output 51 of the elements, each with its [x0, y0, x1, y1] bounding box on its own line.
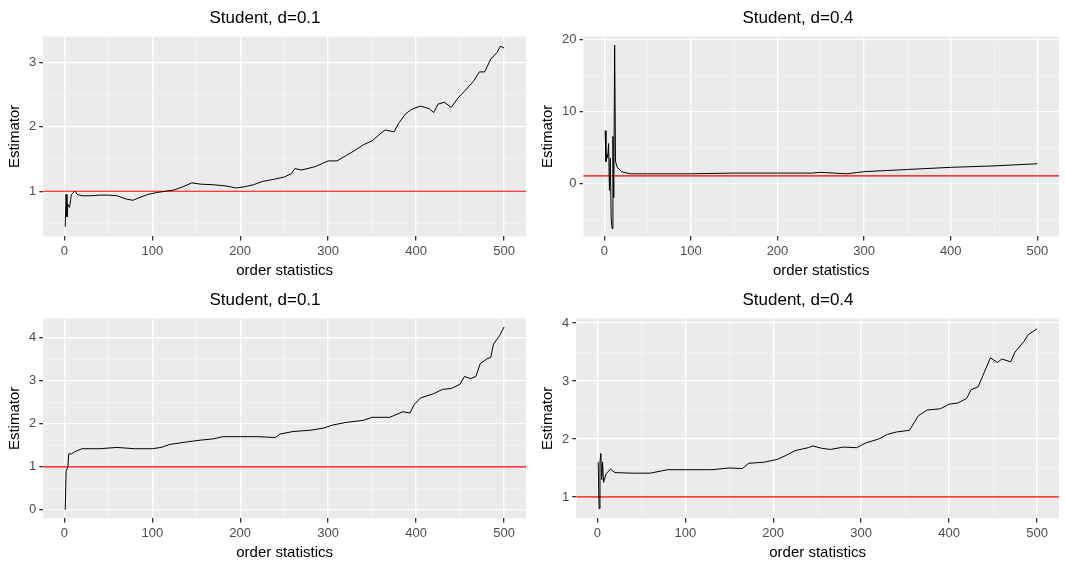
y-tick-label: 20: [561, 30, 577, 46]
x-tick-label: 300: [317, 524, 339, 540]
x-axis-title: order statistics: [236, 261, 333, 279]
y-axis-title: Estimator: [538, 104, 556, 169]
y-axis-title: Estimator: [538, 386, 556, 451]
x-axis-title: order statistics: [769, 543, 866, 561]
x-tick-label: 100: [680, 242, 702, 258]
chart-title: Student, d=0.4: [742, 7, 854, 27]
x-tick-label: 200: [229, 242, 252, 258]
x-tick-label: 400: [405, 242, 427, 258]
y-axis-title: Estimator: [5, 386, 23, 451]
chart-title: Student, d=0.1: [209, 289, 321, 309]
x-tick-label: 500: [493, 524, 515, 540]
x-tick-label: 0: [600, 242, 608, 258]
x-tick-label: 500: [1026, 524, 1048, 540]
x-tick-label: 300: [853, 242, 875, 258]
y-tick-label: 3: [29, 372, 37, 388]
y-tick-label: 0: [29, 501, 37, 517]
y-tick-label: 2: [29, 415, 37, 431]
y-tick-label: 3: [29, 53, 37, 69]
x-tick-label: 0: [593, 524, 601, 540]
x-axis-title: order statistics: [236, 543, 333, 561]
x-axis-title: order statistics: [772, 261, 870, 279]
y-tick-label: 1: [562, 488, 570, 504]
x-tick-label: 0: [60, 242, 68, 258]
x-tick-label: 200: [229, 524, 252, 540]
x-tick-label: 300: [850, 524, 872, 540]
x-tick-label: 400: [405, 524, 427, 540]
x-tick-label: 100: [141, 242, 164, 258]
y-tick-label: 1: [29, 182, 37, 198]
y-tick-label: 4: [562, 314, 570, 330]
y-tick-label: 10: [561, 102, 577, 118]
y-tick-label: 0: [569, 174, 577, 190]
x-tick-label: 200: [766, 242, 789, 258]
y-tick-label: 2: [562, 430, 570, 446]
y-tick-label: 2: [29, 118, 37, 134]
x-tick-label: 500: [1026, 242, 1049, 258]
chart-title: Student, d=0.1: [209, 7, 321, 27]
x-tick-label: 400: [939, 242, 962, 258]
x-tick-label: 100: [141, 524, 164, 540]
y-tick-label: 1: [29, 458, 37, 474]
x-tick-label: 400: [938, 524, 960, 540]
x-tick-label: 200: [762, 524, 785, 540]
y-tick-label: 3: [562, 372, 570, 388]
x-tick-label: 0: [60, 524, 68, 540]
y-axis-title: Estimator: [5, 104, 23, 169]
y-tick-label: 4: [29, 329, 37, 345]
chart-title: Student, d=0.4: [742, 289, 854, 309]
x-tick-label: 300: [317, 242, 339, 258]
x-tick-label: 500: [493, 242, 515, 258]
x-tick-label: 100: [674, 524, 697, 540]
